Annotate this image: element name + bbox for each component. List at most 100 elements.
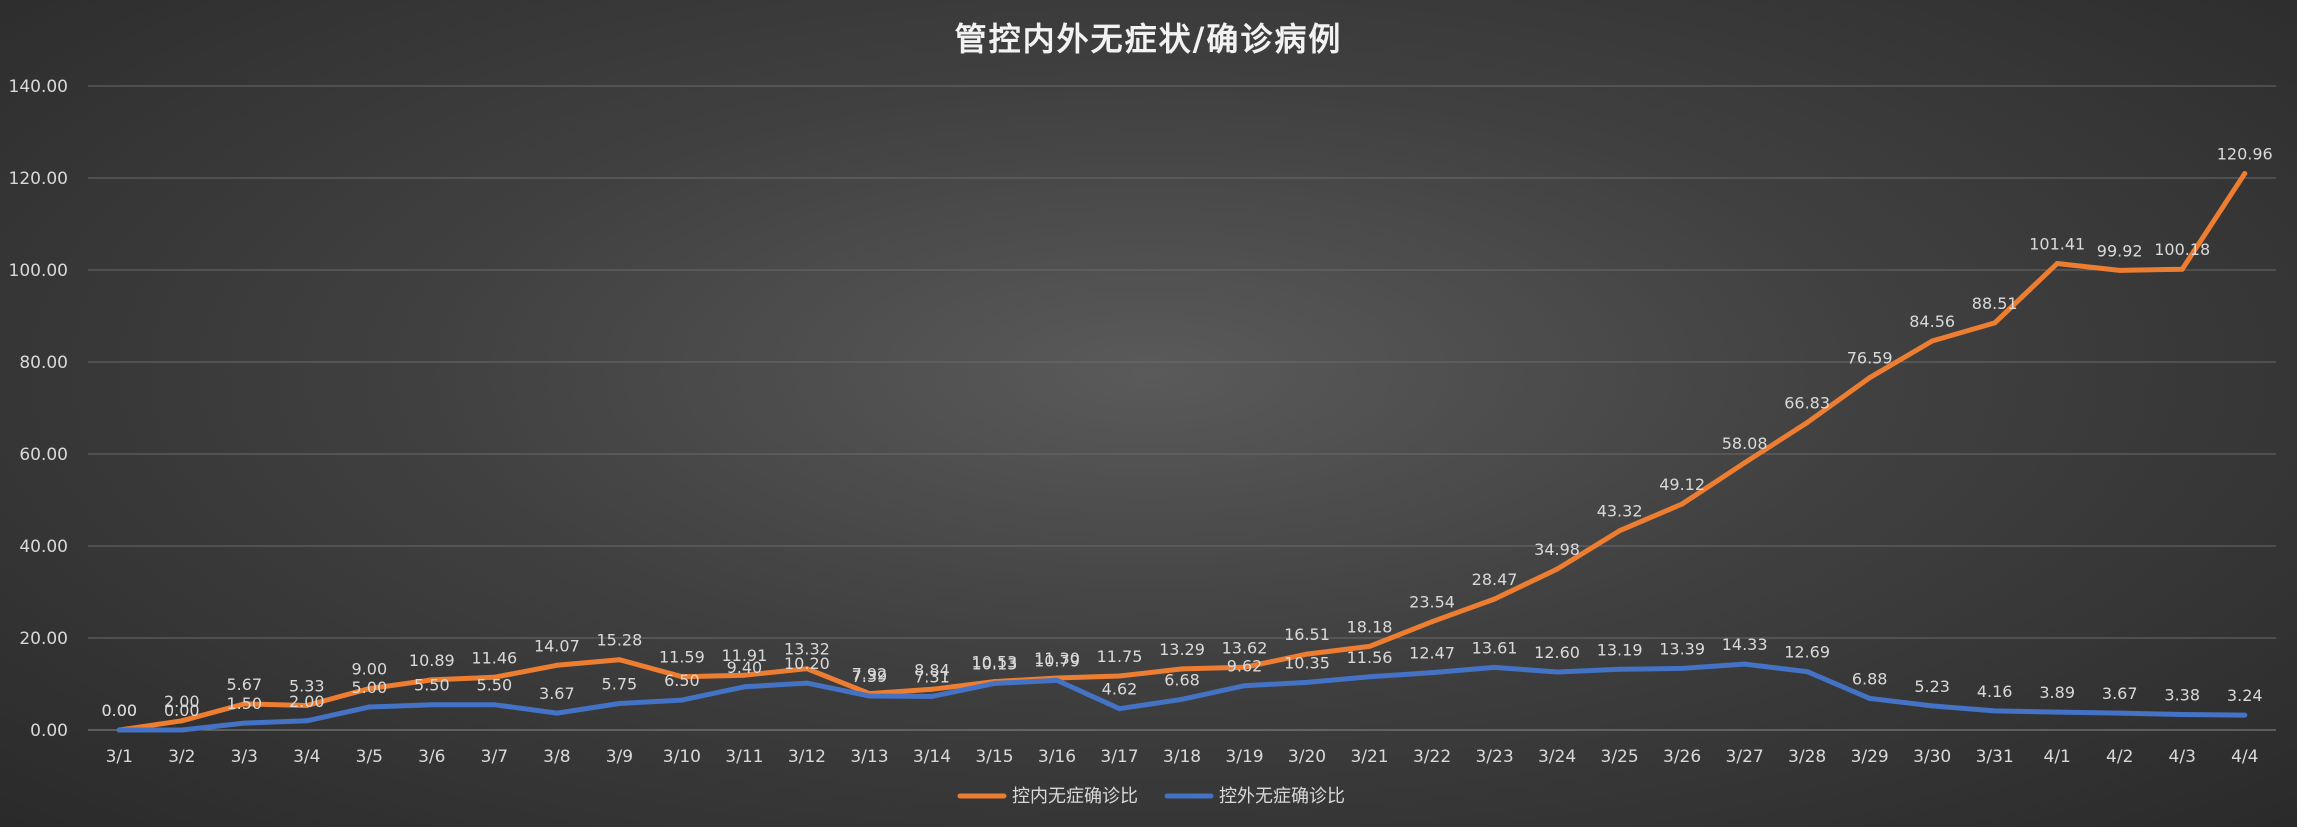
data-point — [1304, 651, 1310, 657]
data-point — [1617, 528, 1623, 534]
data-label: 10.89 — [409, 651, 455, 670]
data-label: 5.23 — [1914, 677, 1950, 696]
data-label: 7.31 — [914, 667, 950, 686]
y-tick-label: 0.00 — [30, 721, 68, 741]
data-label: 12.69 — [1784, 643, 1830, 662]
data-point — [1116, 706, 1122, 712]
x-tick-label: 3/18 — [1163, 747, 1201, 767]
data-label: 3.38 — [2164, 685, 2200, 704]
data-label: 13.29 — [1159, 640, 1205, 659]
data-point — [2242, 712, 2248, 718]
data-label: 2.00 — [289, 692, 325, 711]
data-label: 49.12 — [1659, 475, 1705, 494]
data-label: 5.33 — [289, 676, 325, 695]
data-point — [1304, 679, 1310, 685]
data-point — [741, 672, 747, 678]
data-point — [929, 693, 935, 699]
x-tick-label: 3/14 — [913, 747, 951, 767]
data-point — [1742, 460, 1748, 466]
data-label: 10.35 — [1284, 653, 1330, 672]
y-tick-label: 140.00 — [9, 77, 68, 97]
data-label: 16.51 — [1284, 625, 1330, 644]
x-tick-label: 4/3 — [2169, 747, 2196, 767]
data-label: 0.00 — [164, 701, 200, 720]
data-point — [1554, 566, 1560, 572]
data-label: 14.07 — [534, 636, 580, 655]
data-point — [429, 677, 435, 683]
data-label: 0.00 — [101, 701, 137, 720]
data-point — [2179, 266, 2185, 272]
legend-label: 控外无症确诊比 — [1219, 786, 1345, 807]
data-point — [2117, 267, 2123, 273]
x-tick-label: 3/7 — [481, 747, 508, 767]
data-label: 6.68 — [1164, 670, 1200, 689]
data-point — [1367, 674, 1373, 680]
data-label: 23.54 — [1409, 593, 1455, 612]
data-label: 58.08 — [1722, 434, 1768, 453]
data-label: 12.60 — [1534, 643, 1580, 662]
x-tick-label: 3/24 — [1538, 747, 1576, 767]
gridlines — [88, 85, 2276, 731]
x-tick-label: 3/31 — [1976, 747, 2014, 767]
data-label: 11.56 — [1347, 648, 1393, 667]
x-tick-label: 3/28 — [1788, 747, 1826, 767]
data-point — [116, 727, 122, 733]
data-point — [616, 701, 622, 707]
data-point — [2117, 710, 2123, 716]
data-label: 11.30 — [1034, 649, 1080, 668]
y-tick-label: 60.00 — [19, 445, 68, 465]
y-axis-ticks: 0.00 20.00 40.00 60.00 80.00 100.00 120.00 140.… — [9, 77, 68, 741]
data-label: 1.50 — [226, 694, 262, 713]
data-point — [1867, 375, 1873, 381]
y-tick-label: 40.00 — [19, 537, 68, 557]
data-label: 4.16 — [1977, 682, 2013, 701]
data-point — [179, 727, 185, 733]
data-label: 9.62 — [1227, 657, 1263, 676]
data-label: 11.91 — [721, 646, 767, 665]
x-tick-label: 3/4 — [293, 747, 320, 767]
x-tick-label: 3/10 — [663, 747, 701, 767]
x-tick-label: 3/23 — [1475, 747, 1513, 767]
data-point — [1742, 661, 1748, 667]
data-label: 84.56 — [1909, 312, 1955, 331]
data-label: 13.32 — [784, 640, 830, 659]
data-point — [554, 662, 560, 668]
data-label: 66.83 — [1784, 394, 1830, 413]
data-point — [1554, 669, 1560, 675]
data-point — [679, 697, 685, 703]
data-label: 12.47 — [1409, 644, 1455, 663]
x-tick-label: 3/20 — [1288, 747, 1326, 767]
data-label: 76.59 — [1847, 349, 1893, 368]
data-label: 10.79 — [1034, 651, 1080, 670]
data-point — [1242, 664, 1248, 670]
x-tick-label: 3/2 — [168, 747, 195, 767]
x-tick-label: 3/9 — [606, 747, 633, 767]
data-label: 4.62 — [1102, 680, 1138, 699]
x-tick-label: 3/11 — [725, 747, 763, 767]
data-point — [2179, 711, 2185, 717]
data-point — [429, 702, 435, 708]
data-label: 3.67 — [2102, 684, 2138, 703]
data-point — [491, 674, 497, 680]
data-label: 13.39 — [1659, 639, 1705, 658]
data-point — [179, 718, 185, 724]
y-tick-label: 20.00 — [19, 629, 68, 649]
data-point — [1804, 420, 1810, 426]
x-tick-label: 3/17 — [1100, 747, 1138, 767]
data-point — [2242, 171, 2248, 177]
data-point — [2054, 709, 2060, 715]
data-point — [1992, 708, 1998, 714]
legend-label: 控内无症确诊比 — [1012, 786, 1138, 807]
x-tick-label: 3/26 — [1663, 747, 1701, 767]
x-tick-label: 3/16 — [1038, 747, 1076, 767]
data-label: 13.61 — [1472, 638, 1518, 657]
data-label: 10.53 — [972, 653, 1018, 672]
data-point — [1242, 683, 1248, 689]
data-label: 34.98 — [1534, 540, 1580, 559]
data-label: 5.67 — [226, 675, 262, 694]
x-tick-label: 3/1 — [106, 747, 133, 767]
data-point — [1492, 596, 1498, 602]
data-point — [241, 701, 247, 707]
data-label: 5.75 — [602, 675, 638, 694]
